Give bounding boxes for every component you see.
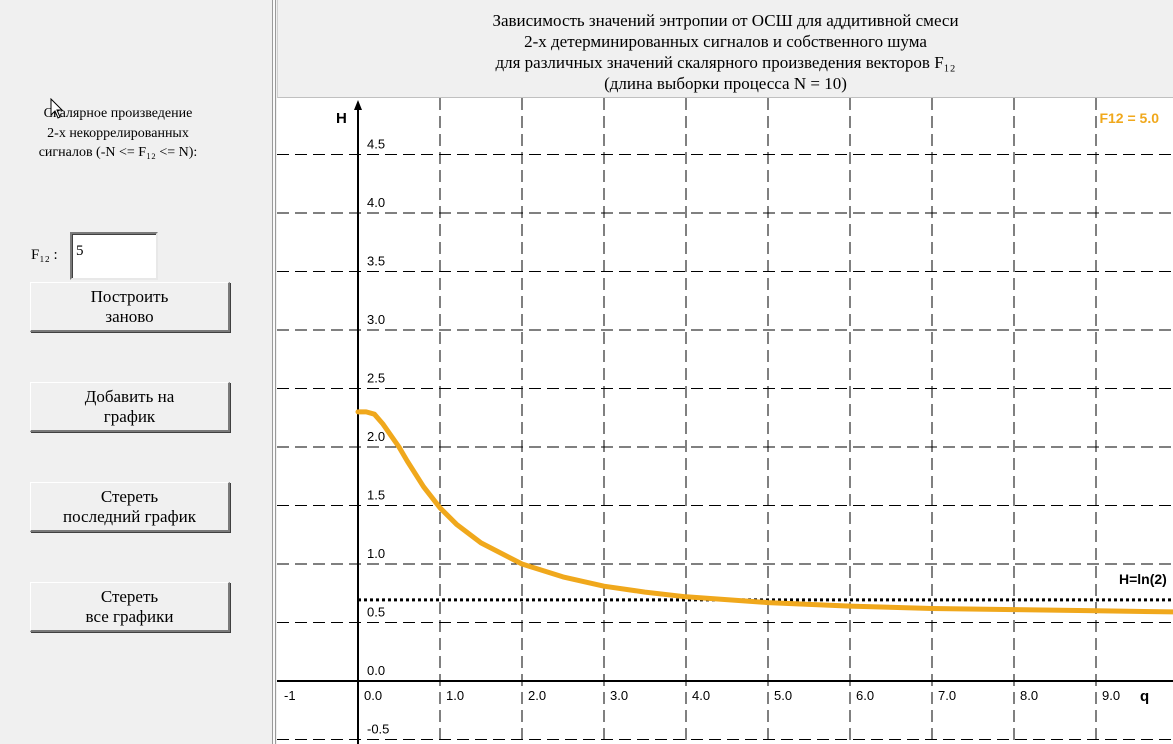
y-tick-label: -0.5: [367, 722, 389, 737]
f12-input[interactable]: [70, 232, 158, 280]
f12-label: F₁₂ :: [31, 247, 58, 263]
x-tick-label: -1: [284, 688, 296, 703]
y-tick-label: 3.5: [367, 254, 385, 269]
description-line: Скалярное произведение: [43, 106, 193, 121]
button-label: заново: [105, 306, 154, 326]
button-label: график: [103, 406, 156, 426]
y-axis-label: H: [336, 110, 347, 127]
erase-last-graph-button[interactable]: Стереть последний график: [30, 482, 230, 532]
x-tick-label: 6.0: [856, 688, 874, 703]
reference-line-label: H=ln(2): [1119, 571, 1167, 587]
x-tick-label: 4.0: [692, 688, 710, 703]
x-tick-label: 3.0: [610, 688, 628, 703]
y-tick-label: 0.5: [367, 605, 385, 620]
chart-title: Зависимость значений энтропии от ОСШ для…: [277, 0, 1173, 98]
y-tick-label: 4.0: [367, 195, 385, 210]
plot-area: -1 0.0 1.0 2.0 3.0 4.0 5.0 6.0 7.0 8.0 9.0 -0.5 0.0 0…: [277, 98, 1173, 744]
series-legend-label: F12 = 5.0: [1099, 110, 1159, 126]
title-line: для различных значений скалярного произв…: [495, 53, 956, 72]
button-label: Стереть: [100, 586, 159, 606]
x-tick-label: 7.0: [938, 688, 956, 703]
button-label: все графики: [85, 606, 174, 626]
description-line: 2-х некоррелированных: [47, 125, 189, 141]
x-axis-label: q: [1140, 688, 1149, 705]
f12-description: Скалярное произведение 2-х некоррелирова…: [18, 104, 218, 163]
mouse-cursor-icon: [50, 98, 64, 119]
y-tick-label: 0.0: [367, 663, 385, 678]
button-label: Добавить на: [84, 386, 175, 406]
splitter[interactable]: [272, 0, 276, 744]
y-tick-label: 2.0: [367, 429, 385, 444]
button-label: Построить: [90, 286, 169, 306]
add-to-graph-button[interactable]: Добавить на график: [30, 382, 230, 432]
x-tick-label: 5.0: [774, 688, 792, 703]
y-tick-label: 3.0: [367, 312, 385, 327]
entropy-chart: -1 0.0 1.0 2.0 3.0 4.0 5.0 6.0 7.0 8.0 9.0 -0.5 0.0 0…: [277, 98, 1173, 744]
rebuild-button[interactable]: Построить заново: [30, 282, 230, 332]
x-tick-label: 8.0: [1020, 688, 1038, 703]
y-tick-label: 1.5: [367, 488, 385, 503]
erase-all-graphs-button[interactable]: Стереть все графики: [30, 582, 230, 632]
x-tick-label: 2.0: [528, 688, 546, 703]
entropy-curve: [355, 409, 1173, 615]
title-line: (длина выборки процесса N = 10): [604, 74, 847, 93]
title-line: 2-х детерминированных сигналов и собстве…: [524, 32, 927, 51]
x-tick-label: 0.0: [364, 688, 382, 703]
y-tick-label: 4.5: [367, 137, 385, 152]
button-label: последний график: [63, 506, 196, 526]
y-tick-label: 2.5: [367, 371, 385, 386]
x-tick-label: 9.0: [1102, 688, 1120, 703]
y-axis-arrow-icon: [354, 100, 362, 110]
control-panel: Скалярное произведение 2-х некоррелирова…: [0, 0, 272, 744]
x-tick-label: 1.0: [446, 688, 464, 703]
button-label: Стереть: [100, 486, 159, 506]
description-line: сигналов (-N <= F₁₂ <= N):: [38, 145, 198, 160]
y-tick-label: 1.0: [367, 546, 385, 561]
title-line: Зависимость значений энтропии от ОСШ для…: [492, 11, 959, 30]
